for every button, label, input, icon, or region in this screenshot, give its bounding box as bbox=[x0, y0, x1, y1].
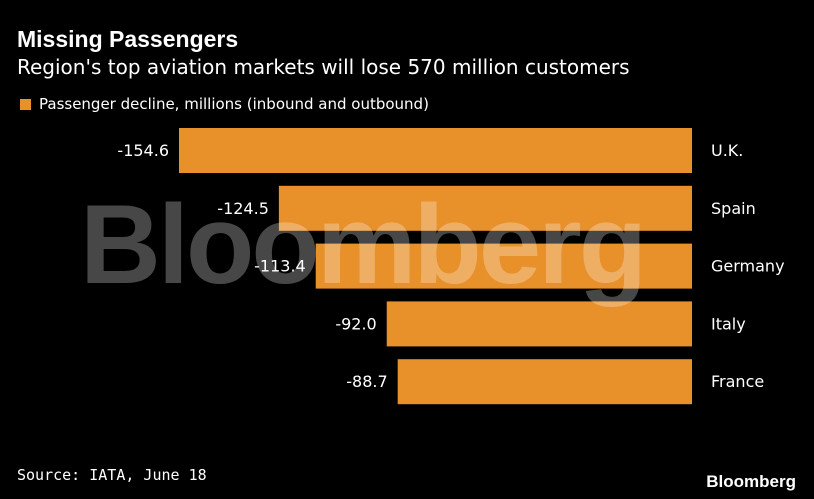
chart-title: Missing Passengers bbox=[17, 26, 239, 52]
category-label: France bbox=[711, 372, 764, 391]
legend: Passenger decline, millions (inbound and… bbox=[20, 95, 429, 113]
bar-germany bbox=[315, 243, 692, 289]
bar-spain bbox=[278, 185, 692, 231]
data-label: -88.7 bbox=[346, 372, 387, 391]
category-label: Spain bbox=[711, 199, 756, 218]
bar-italy bbox=[386, 301, 692, 347]
data-label: -92.0 bbox=[335, 314, 376, 333]
legend-swatch bbox=[20, 98, 31, 110]
chart-subtitle: Region's top aviation markets will lose … bbox=[17, 55, 630, 79]
data-label: -113.4 bbox=[254, 257, 306, 276]
category-label: Germany bbox=[711, 257, 785, 276]
legend-label: Passenger decline, millions (inbound and… bbox=[39, 95, 429, 113]
category-label: Italy bbox=[711, 314, 746, 333]
data-label: -124.5 bbox=[217, 199, 269, 218]
data-label: -154.6 bbox=[117, 141, 169, 160]
bar-u-k bbox=[179, 128, 692, 173]
category-label: U.K. bbox=[711, 141, 743, 160]
bar-france bbox=[397, 359, 692, 405]
bloomberg-logo: Bloomberg bbox=[706, 472, 796, 491]
source-note: Source: IATA, June 18 bbox=[17, 466, 207, 484]
